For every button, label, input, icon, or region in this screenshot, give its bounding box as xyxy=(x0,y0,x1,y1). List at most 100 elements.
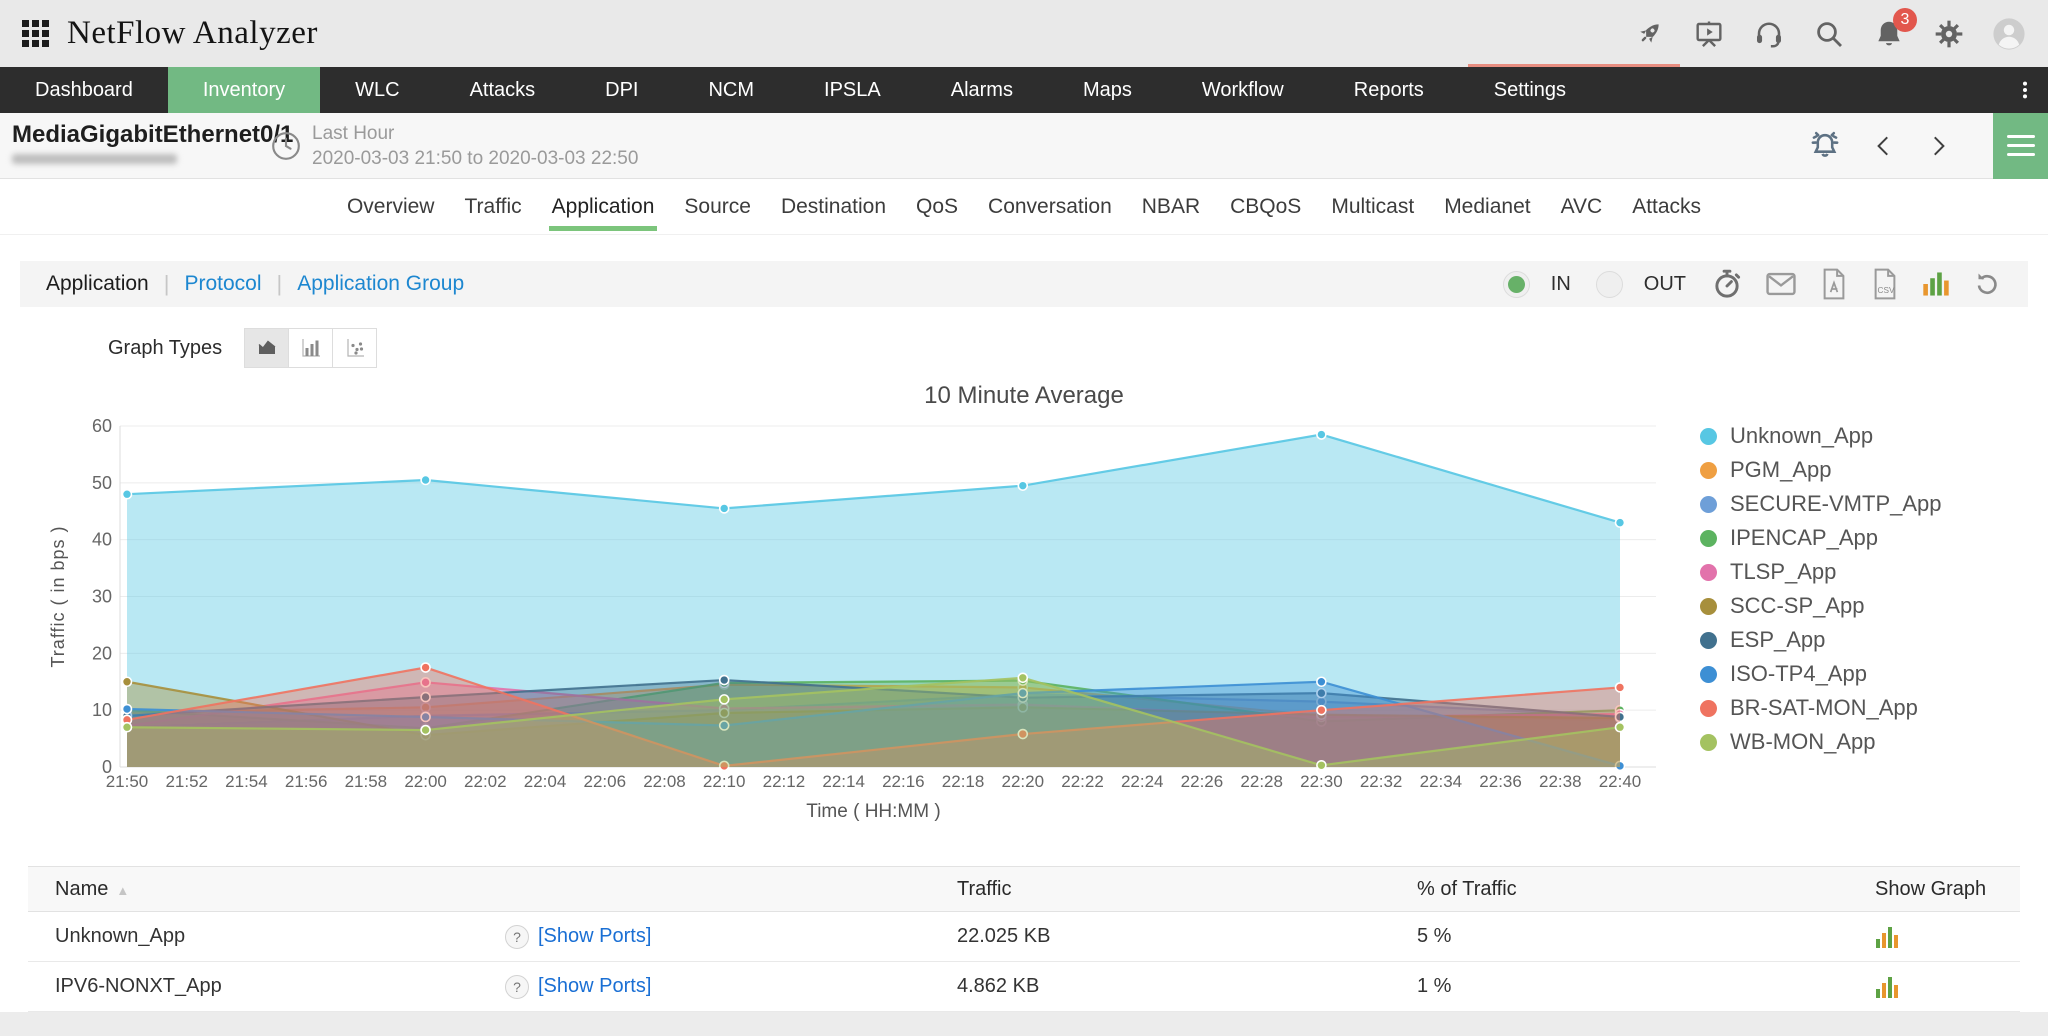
legend-item-scc-sp-app[interactable]: SCC-SP_App xyxy=(1700,593,1942,618)
column-header-name[interactable]: Name ▲ xyxy=(55,877,130,900)
show-ports-link[interactable]: [Show Ports] xyxy=(538,975,652,997)
pdf-export-icon[interactable] xyxy=(1819,267,1849,301)
subtab-application[interactable]: Application xyxy=(537,179,670,234)
legend-label: BR-SAT-MON_App xyxy=(1730,695,1918,720)
nav-tab-attacks[interactable]: Attacks xyxy=(469,79,536,101)
subtab-conversation[interactable]: Conversation xyxy=(988,195,1112,218)
chart-title: 10 Minute Average xyxy=(924,382,1124,409)
apps-grid-icon[interactable] xyxy=(22,20,49,47)
clock-icon xyxy=(270,113,302,178)
legend-label: SECURE-VMTP_App xyxy=(1730,491,1942,516)
subtab-source[interactable]: Source xyxy=(684,195,751,218)
nav-tab-inventory[interactable]: Inventory xyxy=(167,67,321,113)
svg-text:22:08: 22:08 xyxy=(643,772,686,791)
in-label: IN xyxy=(1550,272,1571,295)
hamburger-menu-icon[interactable] xyxy=(1993,112,2048,179)
nav-tab-maps[interactable]: Maps xyxy=(1082,79,1132,101)
subtab-cbqos[interactable]: CBQoS xyxy=(1230,195,1302,218)
svg-text:22:12: 22:12 xyxy=(763,772,806,791)
nav-tab-wlc[interactable]: WLC xyxy=(355,79,400,101)
svg-text:22:02: 22:02 xyxy=(464,772,507,791)
view-application-group[interactable]: Application Group xyxy=(297,272,465,295)
subtab-nbar[interactable]: NBAR xyxy=(1141,195,1201,218)
svg-text:21:52: 21:52 xyxy=(165,772,208,791)
main-navbar: Dashboard Inventory WLC Attacks DPI NCM IPSLA A… xyxy=(0,67,2048,113)
settings-gear-icon[interactable] xyxy=(1932,17,1966,51)
subtab-destination[interactable]: Destination xyxy=(780,195,886,218)
svg-text:22:16: 22:16 xyxy=(882,772,925,791)
legend-label: WB-MON_App xyxy=(1730,729,1876,754)
app-title: NetFlow Analyzer xyxy=(67,15,318,51)
legend-item-unknown-app[interactable]: Unknown_App xyxy=(1700,423,1942,448)
help-icon[interactable]: ? xyxy=(505,924,529,949)
footer-strip xyxy=(0,1012,2048,1036)
subtab-attacks[interactable]: Attacks xyxy=(1632,195,1702,218)
search-icon[interactable] xyxy=(1812,17,1846,51)
time-period[interactable]: Last Hour 2020-03-03 21:50 to 2020-03-03… xyxy=(312,113,638,178)
help-icon[interactable]: ? xyxy=(505,974,529,999)
view-protocol[interactable]: Protocol xyxy=(184,272,262,295)
nav-tab-ipsla[interactable]: IPSLA xyxy=(824,79,881,101)
legend-item-secure-vmtp-app[interactable]: SECURE-VMTP_App xyxy=(1700,491,1942,516)
nav-tab-alarms[interactable]: Alarms xyxy=(950,79,1013,101)
legend-dot xyxy=(1700,597,1717,615)
subtab-overview[interactable]: Overview xyxy=(346,195,435,218)
legend-dot xyxy=(1700,631,1717,649)
notifications-bell-icon[interactable]: 3 xyxy=(1872,7,1917,51)
scatter-chart-icon[interactable] xyxy=(332,328,378,368)
nav-tab-workflow[interactable]: Workflow xyxy=(1201,79,1284,101)
show-graph-icon[interactable] xyxy=(1875,925,2020,949)
show-graph-icon[interactable] xyxy=(1875,975,2020,999)
legend-item-iso-tp4-app[interactable]: ISO-TP4_App xyxy=(1700,661,1942,686)
legend-label: SCC-SP_App xyxy=(1730,593,1865,618)
area-chart-icon[interactable] xyxy=(244,328,290,368)
filter-bar: Application | Protocol | Application Group I… xyxy=(20,261,2028,307)
refresh-icon[interactable] xyxy=(1972,269,2002,299)
svg-text:40: 40 xyxy=(92,530,112,550)
user-avatar-icon[interactable] xyxy=(1992,17,2026,51)
chart-view-icon[interactable] xyxy=(1921,270,1951,298)
svg-text:CSV: CSV xyxy=(1878,286,1895,295)
bar-chart-icon[interactable] xyxy=(288,328,334,368)
svg-text:22:10: 22:10 xyxy=(703,772,746,791)
subtab-avc[interactable]: AVC xyxy=(1560,195,1603,218)
email-icon[interactable] xyxy=(1764,267,1798,301)
csv-export-icon[interactable]: CSV xyxy=(1870,267,1900,301)
chevron-right-icon[interactable] xyxy=(1925,133,1951,159)
nav-tab-reports[interactable]: Reports xyxy=(1353,79,1424,101)
nav-tab-settings[interactable]: Settings xyxy=(1493,79,1567,101)
rocket-icon[interactable] xyxy=(1632,17,1666,51)
svg-text:22:04: 22:04 xyxy=(524,772,567,791)
legend-dot xyxy=(1700,427,1717,445)
view-application[interactable]: Application xyxy=(46,272,149,295)
legend-item-ipencap-app[interactable]: IPENCAP_App xyxy=(1700,525,1942,550)
out-radio[interactable] xyxy=(1595,270,1623,298)
subtab-traffic[interactable]: Traffic xyxy=(464,195,522,218)
subtab-multicast[interactable]: Multicast xyxy=(1331,195,1415,218)
legend-item-br-sat-mon-app[interactable]: BR-SAT-MON_App xyxy=(1700,695,1942,720)
legend-item-tlsp-app[interactable]: TLSP_App xyxy=(1700,559,1942,584)
legend-label: Unknown_App xyxy=(1730,423,1874,448)
traffic-area-chart[interactable]: 0 10 20 30 40 50 60 21:50 21:52 21:54 21:56 21:58 22… xyxy=(40,374,1720,826)
subtab-medianet[interactable]: Medianet xyxy=(1444,195,1531,218)
sort-asc-icon[interactable]: ▲ xyxy=(116,882,130,898)
kebab-menu-icon[interactable] xyxy=(2002,67,2048,113)
svg-text:Traffic ( in bps ): Traffic ( in bps ) xyxy=(48,525,68,667)
legend-dot xyxy=(1700,529,1717,547)
chevron-left-icon[interactable] xyxy=(1871,133,1897,159)
timer-icon[interactable] xyxy=(1711,268,1743,300)
column-header-traffic: Traffic xyxy=(957,877,1012,900)
presentation-icon[interactable] xyxy=(1692,17,1726,51)
show-ports-link[interactable]: [Show Ports] xyxy=(538,925,652,947)
legend-item-esp-app[interactable]: ESP_App xyxy=(1700,627,1942,652)
legend-item-wb-mon-app[interactable]: WB-MON_App xyxy=(1700,729,1942,754)
nav-tab-ncm[interactable]: NCM xyxy=(708,79,755,101)
alarm-ring-icon[interactable] xyxy=(1807,128,1843,164)
support-headset-icon[interactable] xyxy=(1752,17,1786,51)
subtab-qos[interactable]: QoS xyxy=(916,195,959,218)
nav-tab-dashboard[interactable]: Dashboard xyxy=(35,79,133,101)
nav-tab-dpi[interactable]: DPI xyxy=(605,79,639,101)
legend-item-pgm-app[interactable]: PGM_App xyxy=(1700,457,1942,482)
svg-text:22:26: 22:26 xyxy=(1181,772,1224,791)
in-radio[interactable] xyxy=(1502,270,1530,298)
